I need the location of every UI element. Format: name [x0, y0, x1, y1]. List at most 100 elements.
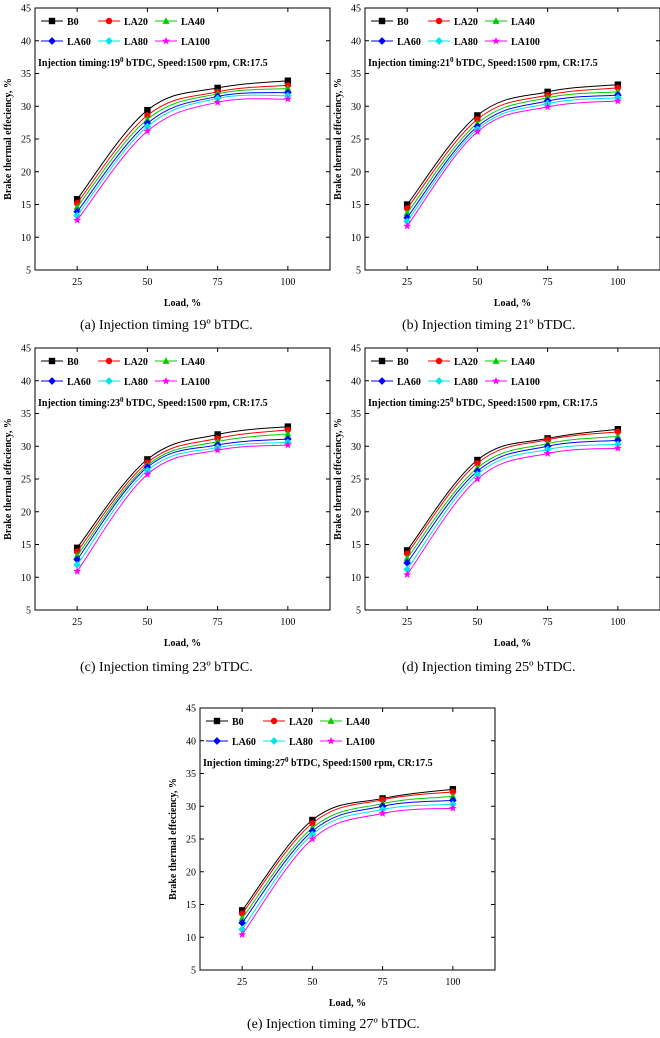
y-tick-label: 30 [21, 442, 31, 453]
series-line [76, 84, 288, 204]
series-la100 [73, 440, 292, 575]
series-la40 [73, 429, 292, 559]
chart-c: 5 10 15 20 25 30 35 40 45 25 50 75 100 Load, % Brake t… [3, 344, 331, 649]
legend-label: LA40 [346, 717, 370, 728]
y-tick-label: 5 [191, 966, 196, 977]
legend-marker [378, 17, 386, 25]
series-la60 [73, 435, 292, 564]
legend-item-b0: B0 [41, 17, 79, 28]
legend-label: LA60 [397, 37, 421, 48]
data-point [143, 126, 152, 135]
x-tick-label: 25 [402, 617, 412, 628]
x-tick-label: 75 [213, 277, 223, 288]
series-line [406, 100, 618, 227]
caption-c: (c) Injection timing 23º bTDC. [80, 660, 253, 675]
data-point [449, 796, 457, 805]
data-point [448, 804, 457, 812]
x-tick-label: 75 [543, 617, 553, 628]
y-tick-label: 15 [21, 200, 31, 211]
chart-annotation: Injection timing:230 bTDC, Speed:1500 rp… [38, 396, 268, 409]
y-tick-label: 30 [186, 802, 196, 813]
data-point [473, 474, 482, 483]
data-point [284, 84, 292, 92]
x-tick-label: 50 [142, 617, 152, 628]
y-tick-label: 45 [21, 344, 31, 355]
data-point [283, 94, 292, 103]
y-tick-label: 30 [351, 442, 361, 453]
y-axis-label: Brake thermal effeciency, % [3, 78, 14, 200]
series-line [76, 80, 288, 200]
legend-label: LA100 [511, 37, 540, 48]
series-line [241, 803, 453, 930]
legend-item-la100: LA100 [155, 36, 210, 48]
legend-label: LA40 [511, 357, 535, 368]
data-point [378, 809, 387, 817]
y-tick-label: 35 [351, 409, 361, 420]
series-line [76, 441, 288, 566]
y-tick-label: 20 [21, 167, 31, 178]
data-point [144, 112, 151, 119]
series-la100 [403, 444, 622, 578]
data-point [238, 930, 247, 938]
legend-item-la20: LA20 [98, 357, 148, 368]
caption-d: (d) Injection timing 25º bTDC. [402, 660, 576, 675]
data-point [544, 436, 551, 443]
series-b0 [73, 423, 292, 551]
legend-label: LA80 [454, 37, 478, 48]
data-point [474, 460, 481, 467]
data-point [144, 106, 151, 114]
series-la100 [238, 804, 457, 938]
y-tick-label: 40 [186, 736, 196, 747]
legend-marker [105, 357, 113, 365]
legend-marker [48, 37, 56, 45]
y-axis-label: Brake thermal effeciency, % [168, 778, 179, 900]
y-tick-label: 10 [351, 573, 361, 584]
data-point [403, 205, 411, 212]
series-la100 [403, 96, 622, 230]
series-line [406, 94, 618, 218]
legend-marker [327, 736, 335, 745]
series-line [406, 428, 618, 551]
y-tick-label: 35 [351, 69, 361, 80]
legend-item-la20: LA20 [428, 17, 478, 28]
data-point [403, 221, 412, 230]
y-tick-label: 30 [21, 102, 31, 113]
series-la40 [403, 88, 622, 216]
legend-label: LA20 [124, 17, 148, 28]
legend-marker [105, 17, 113, 25]
x-axis-label: Load, % [494, 298, 531, 309]
x-axis-label: Load, % [164, 298, 201, 309]
caption-a: (a) Injection timing 19º bTDC. [80, 318, 253, 333]
legend-marker [213, 717, 221, 725]
series-line [241, 807, 453, 935]
x-tick-label: 50 [472, 277, 482, 288]
chart-panel-c: 5 10 15 20 25 30 35 40 45 25 50 75 100 Load, % Brake t… [0, 340, 331, 650]
series-b0 [73, 77, 292, 203]
data-point [403, 570, 412, 578]
legend-label: LA20 [289, 717, 313, 728]
series-line [76, 433, 288, 556]
chart-annotation: Injection timing:270 bTDC, Speed:1500 rp… [203, 756, 433, 769]
legend-label: B0 [397, 17, 409, 28]
legend-marker [492, 376, 500, 385]
y-tick-label: 20 [351, 507, 361, 518]
y-tick-label: 25 [351, 475, 361, 486]
data-point [283, 440, 292, 449]
series-line [406, 84, 618, 205]
data-point [238, 910, 246, 917]
chart-panel-b: 5 10 15 20 25 30 35 40 45 25 50 75 100 Load, % Brake t… [330, 0, 660, 310]
x-tick-label: 25 [72, 277, 82, 288]
x-tick-label: 75 [378, 977, 388, 988]
legend-item-la40: LA40 [485, 17, 535, 28]
legend-marker [492, 36, 500, 45]
legend-item-b0: B0 [371, 357, 409, 368]
series-line [241, 791, 453, 914]
series-line [406, 91, 618, 214]
y-tick-label: 35 [186, 769, 196, 780]
data-point [308, 834, 317, 843]
y-tick-label: 25 [21, 135, 31, 146]
data-point [403, 209, 411, 216]
x-tick-label: 100 [610, 617, 625, 628]
series-line [406, 97, 618, 222]
y-tick-label: 5 [356, 266, 361, 277]
